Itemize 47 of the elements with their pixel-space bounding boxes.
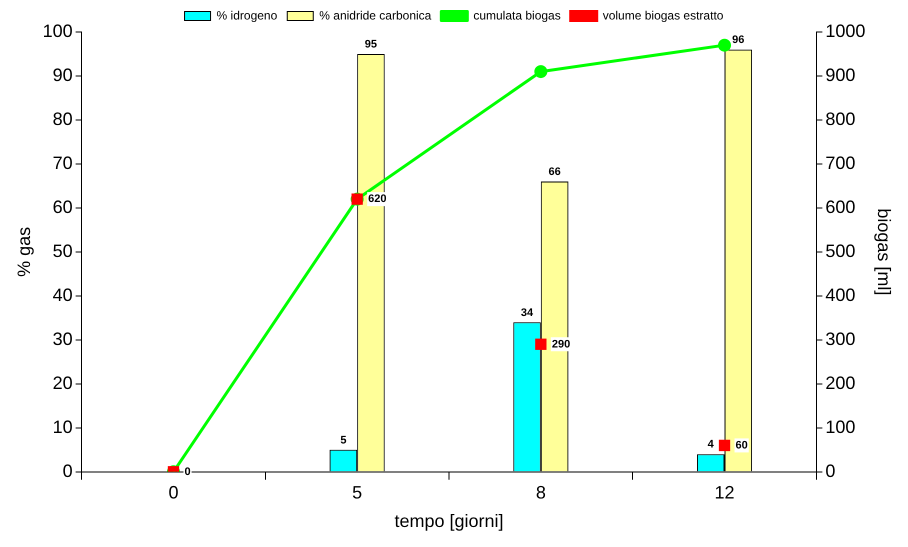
x-axis-title: tempo [giorni] [394,511,504,532]
data-label: 0 [184,466,191,478]
legend-label: cumulata biogas [473,8,561,22]
data-label: 95 [364,38,378,51]
y2-tick-label: 400 [825,284,856,305]
data-label: 5 [340,434,346,446]
data-label: 34 [520,306,534,319]
y-tick-label: 10 [52,416,73,437]
y-tick-label: 40 [52,284,73,305]
y-tick-label: 60 [52,196,73,217]
y-tick-label: 80 [52,108,73,129]
y-tick-label: 70 [52,152,73,173]
point [535,338,546,350]
y2-tick-label: 200 [825,372,856,393]
y-axis-title: % gas [14,226,34,277]
point [718,38,732,52]
y2-tick-label: 700 [825,152,856,173]
y2-tick-label: 300 [825,328,856,349]
point [534,65,548,78]
point [718,440,730,452]
y-tick-label: 20 [52,372,73,393]
x-tick-label: 0 [168,482,178,503]
x-tick-label: 8 [536,482,546,503]
y2-tick-label: 800 [825,108,856,129]
y-tick-label: 30 [52,328,73,349]
legend-label: % idrogeno [216,8,278,22]
y2-tick-label: 600 [825,196,856,217]
y2-tick-label: 0 [825,460,836,481]
y-tick-label: 0 [62,460,73,481]
x-tick-label: 12 [714,482,735,503]
data-label: 96 [732,34,744,46]
data-label: 60 [736,439,748,452]
data-label: 66 [548,166,561,178]
y2-tick-label: 500 [825,240,856,261]
y-tick-label: 90 [52,64,73,85]
y2-tick-label: 1000 [825,20,866,41]
y-tick-label: 100 [42,20,73,41]
data-label: 620 [368,193,387,206]
y2-tick-label: 900 [825,64,856,85]
data-label: 290 [552,338,570,350]
legend-label: volume biogas estratto [602,8,724,22]
y-tick-label: 50 [52,240,73,261]
y2-tick-label: 100 [825,416,856,437]
x-tick-label: 5 [352,482,362,503]
legend-label: % anidride carbonica [319,8,432,22]
y2-axis-title: biogas [ml] [874,208,894,296]
data-label: 4 [708,438,715,451]
